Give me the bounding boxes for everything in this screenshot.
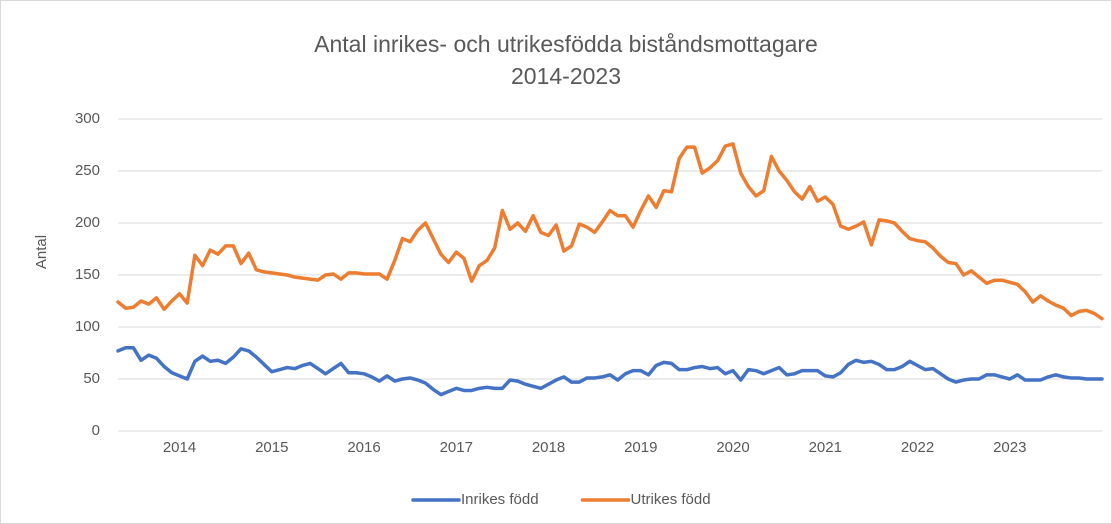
x-tick-label: 2018 — [532, 439, 565, 456]
x-tick-label: 2020 — [716, 439, 749, 456]
legend-label: Utrikes född — [631, 491, 711, 508]
chart-title: Antal inrikes- och utrikesfödda bistånds… — [314, 31, 818, 57]
x-tick-label: 2014 — [163, 439, 196, 456]
x-tick-label: 2022 — [901, 439, 934, 456]
line-series — [116, 142, 1104, 321]
x-tick-label: 2017 — [440, 439, 473, 456]
x-tick-label: 2023 — [993, 439, 1026, 456]
x-tick-label: 2015 — [255, 439, 288, 456]
legend-label: Inrikes född — [461, 491, 539, 508]
y-tick-label: 100 — [75, 318, 100, 335]
x-tick-label: 2019 — [624, 439, 657, 456]
y-axis-label: Antal — [33, 235, 50, 269]
x-tick-label: 2021 — [809, 439, 842, 456]
line-series — [116, 346, 1104, 397]
y-tick-label: 0 — [92, 422, 100, 439]
y-tick-label: 200 — [75, 214, 100, 231]
x-tick-label: 2016 — [347, 439, 380, 456]
y-tick-label: 300 — [75, 110, 100, 127]
chart-subtitle: 2014-2023 — [511, 63, 621, 89]
y-tick-label: 50 — [83, 370, 100, 387]
y-tick-label: 250 — [75, 162, 100, 179]
y-tick-label: 150 — [75, 266, 100, 283]
